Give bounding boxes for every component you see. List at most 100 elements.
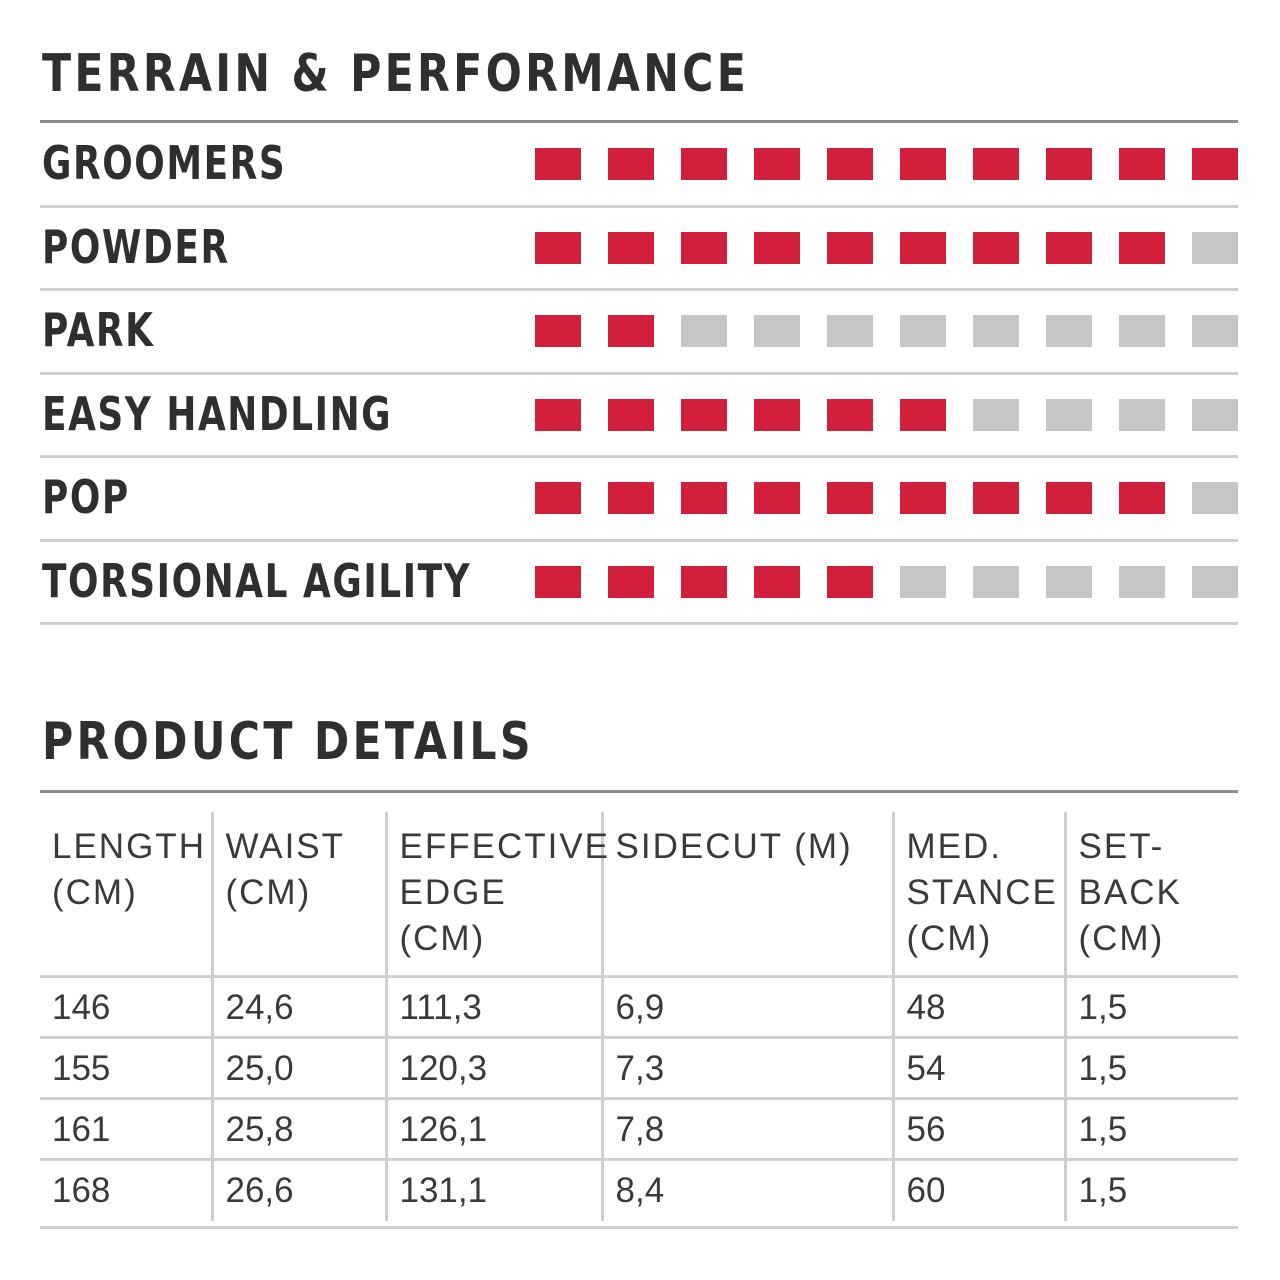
rating-square-empty: [973, 565, 1019, 598]
rating-square-empty: [1192, 565, 1238, 598]
table-cell: 7,8: [600, 1098, 893, 1161]
rating-square-empty: [973, 398, 1019, 431]
column-header: SET- BACK (CM): [1063, 812, 1238, 978]
rating-square-filled: [973, 148, 1019, 180]
table-row: 155 25,0 120,3 7,3 54 1,5: [40, 1037, 1238, 1100]
terrain-rating-list: GROOMERS POWDER PARK EASY HANDLING POP TORSIO…: [40, 124, 1238, 625]
table-row: 146 24,6 111,3 6,9 48 1,5: [40, 976, 1238, 1039]
rating-square-filled: [1192, 148, 1238, 180]
table-cell: 26,6: [210, 1159, 386, 1221]
rating-square-empty: [1119, 565, 1165, 598]
table-cell: 54: [891, 1037, 1065, 1100]
column-header: EFFECTIVE EDGE (CM): [384, 812, 608, 978]
rating-square-filled: [900, 482, 946, 514]
table-cell: 60: [891, 1159, 1065, 1221]
rating-square-filled: [1119, 482, 1165, 514]
rating-square-empty: [681, 315, 727, 347]
rating-square-filled: [827, 482, 873, 514]
rating-square-empty: [754, 315, 800, 347]
rating-square-filled: [681, 148, 727, 180]
rating-square-filled: [535, 148, 581, 180]
rating-square-empty: [1192, 315, 1238, 347]
rating-square-filled: [535, 482, 581, 514]
rating-square-filled: [1119, 231, 1165, 264]
rating-row: POP: [40, 458, 1238, 542]
rating-row: PARK: [40, 291, 1238, 375]
rating-square-filled: [754, 231, 800, 264]
column-header: MED. STANCE (CM): [891, 812, 1065, 978]
details-title-rule: [40, 790, 1238, 793]
table-cell: 25,8: [210, 1098, 386, 1161]
rating-row: GROOMERS: [40, 124, 1238, 208]
table-cell: 111,3: [384, 976, 602, 1039]
table-cell: 146: [40, 976, 212, 1039]
rating-square-filled: [535, 315, 581, 347]
rating-square-filled: [681, 231, 727, 264]
rating-square-filled: [827, 231, 873, 264]
terrain-performance-title: TERRAIN & PERFORMANCE: [42, 44, 750, 104]
table-cell: 1,5: [1063, 1098, 1238, 1161]
table-cell: 161: [40, 1098, 212, 1161]
terrain-title-rule: [40, 120, 1238, 123]
rating-row: TORSIONAL AGILITY: [40, 542, 1238, 625]
table-cell: 155: [40, 1037, 212, 1100]
table-cell: 25,0: [210, 1037, 386, 1100]
table-cell: 1,5: [1063, 976, 1238, 1039]
table-cell: 7,3: [600, 1037, 893, 1100]
table-cell: 131,1: [384, 1159, 602, 1221]
rating-square-filled: [608, 315, 654, 347]
column-header: SIDECUT (M): [600, 812, 893, 978]
rating-square-filled: [1119, 148, 1165, 180]
rating-square-filled: [827, 148, 873, 180]
table-cell: 120,3: [384, 1037, 602, 1100]
rating-square-empty: [900, 315, 946, 347]
rating-label: TORSIONAL AGILITY: [42, 553, 472, 608]
rating-square-filled: [754, 482, 800, 514]
rating-square-filled: [535, 398, 581, 431]
rating-square-empty: [1192, 482, 1238, 514]
rating-square-filled: [900, 398, 946, 431]
rating-square-filled: [681, 482, 727, 514]
table-header-row: LENGTH (CM) WAIST (CM) EFFECTIVE EDGE (CM) SID…: [40, 812, 1238, 978]
table-row: 168 26,6 131,1 8,4 60 1,5: [40, 1159, 1238, 1221]
rating-square-filled: [681, 398, 727, 431]
rating-square-empty: [973, 315, 1019, 347]
rating-label: GROOMERS: [42, 136, 287, 190]
column-header: LENGTH (CM): [40, 812, 212, 978]
rating-square-filled: [535, 565, 581, 598]
table-cell: 56: [891, 1098, 1065, 1161]
rating-row: EASY HANDLING: [40, 375, 1238, 458]
table-bottom-rule: [40, 1226, 1238, 1229]
table-cell: 1,5: [1063, 1037, 1238, 1100]
rating-square-filled: [754, 148, 800, 180]
rating-square-filled: [535, 231, 581, 264]
rating-square-empty: [1119, 315, 1165, 347]
rating-square-filled: [754, 398, 800, 431]
rating-square-filled: [608, 148, 654, 180]
rating-square-empty: [1046, 565, 1092, 598]
rating-square-filled: [973, 482, 1019, 514]
rating-square-empty: [827, 315, 873, 347]
product-details-title: PRODUCT DETAILS: [42, 712, 534, 772]
rating-label: POWDER: [42, 219, 230, 274]
rating-square-empty: [1119, 398, 1165, 431]
column-header: WAIST (CM): [210, 812, 386, 978]
rating-square-empty: [1046, 398, 1092, 431]
product-details-table: LENGTH (CM) WAIST (CM) EFFECTIVE EDGE (CM) SID…: [40, 812, 1238, 1221]
rating-square-filled: [754, 565, 800, 598]
rating-square-filled: [681, 565, 727, 598]
rating-square-filled: [827, 565, 873, 598]
rating-row: POWDER: [40, 208, 1238, 291]
rating-square-empty: [900, 565, 946, 598]
rating-label: EASY HANDLING: [42, 386, 393, 441]
rating-square-empty: [1046, 315, 1092, 347]
table-cell: 24,6: [210, 976, 386, 1039]
table-cell: 168: [52, 1170, 111, 1210]
table-row: 161 25,8 126,1 7,8 56 1,5: [40, 1098, 1238, 1161]
table-cell: 6,9: [600, 976, 893, 1039]
rating-square-filled: [1046, 231, 1092, 264]
rating-square-filled: [1046, 482, 1092, 514]
table-cell: 48: [891, 976, 1065, 1039]
rating-square-empty: [1192, 231, 1238, 264]
rating-square-filled: [608, 231, 654, 264]
